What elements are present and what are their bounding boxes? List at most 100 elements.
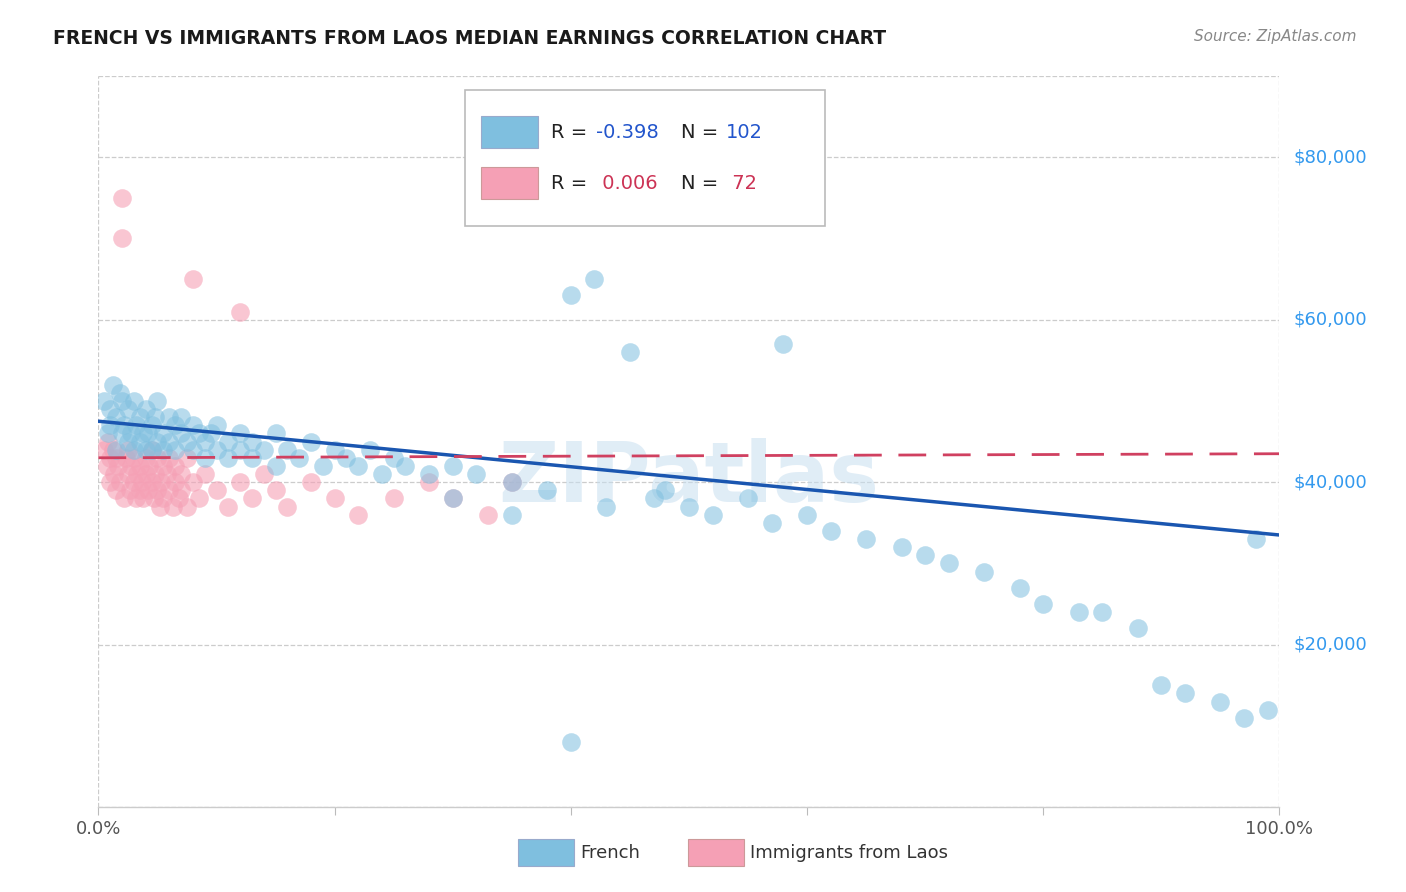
- French: [371, 467, 394, 481]
- French: [98, 418, 121, 433]
- FancyBboxPatch shape: [517, 839, 575, 866]
- French: [135, 402, 157, 417]
- French: [1257, 703, 1279, 717]
- Immigrants from Laos: [103, 467, 125, 481]
- Immigrants from Laos: [165, 475, 187, 490]
- Immigrants from Laos: [135, 450, 157, 465]
- French: [820, 524, 842, 538]
- French: [678, 500, 700, 514]
- Immigrants from Laos: [157, 483, 180, 498]
- French: [394, 458, 416, 473]
- French: [890, 540, 912, 554]
- FancyBboxPatch shape: [481, 168, 537, 200]
- French: [152, 426, 174, 441]
- Immigrants from Laos: [167, 491, 190, 506]
- Immigrants from Laos: [122, 475, 145, 490]
- French: [240, 434, 263, 449]
- French: [194, 434, 217, 449]
- French: [187, 426, 209, 441]
- French: [737, 491, 759, 506]
- Text: 72: 72: [725, 174, 756, 193]
- French: [122, 442, 145, 457]
- Immigrants from Laos: [128, 483, 150, 498]
- Immigrants from Laos: [205, 483, 228, 498]
- FancyBboxPatch shape: [481, 116, 537, 148]
- French: [165, 418, 187, 433]
- Text: N =: N =: [681, 174, 724, 193]
- Immigrants from Laos: [217, 500, 239, 514]
- French: [619, 345, 641, 359]
- Immigrants from Laos: [181, 475, 204, 490]
- Immigrants from Laos: [128, 458, 150, 473]
- French: [170, 426, 193, 441]
- Text: Immigrants from Laos: Immigrants from Laos: [751, 844, 949, 862]
- Immigrants from Laos: [122, 450, 145, 465]
- Immigrants from Laos: [96, 458, 118, 473]
- French: [465, 467, 488, 481]
- French: [501, 508, 523, 522]
- French: [560, 288, 582, 302]
- Immigrants from Laos: [194, 467, 217, 481]
- French: [141, 418, 163, 433]
- Immigrants from Laos: [141, 475, 163, 490]
- French: [1067, 605, 1090, 619]
- French: [152, 442, 174, 457]
- French: [217, 450, 239, 465]
- French: [264, 426, 287, 441]
- French: [583, 272, 606, 286]
- Immigrants from Laos: [418, 475, 440, 490]
- French: [165, 442, 187, 457]
- Immigrants from Laos: [170, 483, 193, 498]
- Immigrants from Laos: [276, 500, 298, 514]
- French: [382, 450, 405, 465]
- Text: FRENCH VS IMMIGRANTS FROM LAOS MEDIAN EARNINGS CORRELATION CHART: FRENCH VS IMMIGRANTS FROM LAOS MEDIAN EA…: [53, 29, 887, 47]
- Immigrants from Laos: [240, 491, 263, 506]
- French: [157, 434, 180, 449]
- French: [205, 442, 228, 457]
- Text: $80,000: $80,000: [1294, 148, 1367, 166]
- French: [501, 475, 523, 490]
- Immigrants from Laos: [146, 483, 169, 498]
- French: [1174, 686, 1197, 700]
- Immigrants from Laos: [107, 458, 129, 473]
- Immigrants from Laos: [111, 231, 134, 245]
- Text: $60,000: $60,000: [1294, 310, 1367, 328]
- Text: R =: R =: [551, 174, 593, 193]
- French: [128, 410, 150, 425]
- French: [418, 467, 440, 481]
- Immigrants from Laos: [157, 450, 180, 465]
- French: [132, 426, 155, 441]
- French: [105, 442, 128, 457]
- French: [141, 442, 163, 457]
- Immigrants from Laos: [264, 483, 287, 498]
- Text: $40,000: $40,000: [1294, 473, 1368, 491]
- Immigrants from Laos: [136, 483, 159, 498]
- Immigrants from Laos: [501, 475, 523, 490]
- Immigrants from Laos: [117, 467, 139, 481]
- French: [264, 458, 287, 473]
- French: [125, 418, 148, 433]
- French: [122, 393, 145, 408]
- Immigrants from Laos: [127, 467, 149, 481]
- Immigrants from Laos: [176, 450, 198, 465]
- French: [536, 483, 558, 498]
- Text: French: French: [581, 844, 640, 862]
- French: [112, 418, 135, 433]
- French: [111, 426, 134, 441]
- French: [117, 402, 139, 417]
- Immigrants from Laos: [152, 458, 174, 473]
- Immigrants from Laos: [135, 467, 157, 481]
- French: [1233, 711, 1256, 725]
- French: [288, 450, 311, 465]
- French: [702, 508, 724, 522]
- Immigrants from Laos: [93, 442, 115, 457]
- Immigrants from Laos: [101, 442, 124, 457]
- French: [1032, 597, 1054, 611]
- Immigrants from Laos: [108, 475, 131, 490]
- French: [108, 385, 131, 400]
- FancyBboxPatch shape: [464, 90, 825, 226]
- French: [170, 410, 193, 425]
- French: [143, 410, 166, 425]
- Immigrants from Laos: [131, 475, 153, 490]
- French: [973, 565, 995, 579]
